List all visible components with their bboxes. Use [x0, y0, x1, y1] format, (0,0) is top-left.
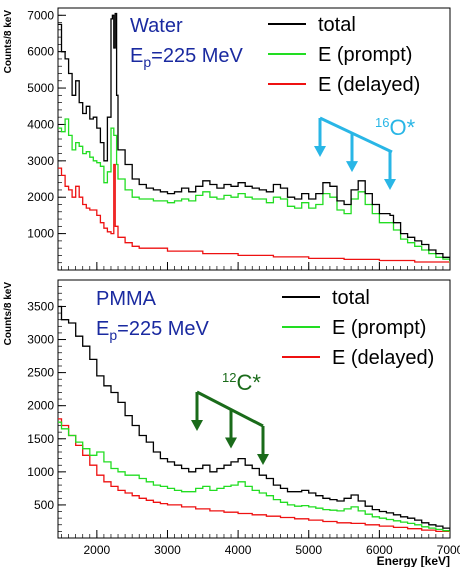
y-tick-label: 3500 — [27, 299, 54, 313]
y-tick-label: 6000 — [27, 45, 54, 59]
annotation-arrowhead — [257, 454, 269, 465]
legend-entry: E (delayed) — [332, 347, 434, 369]
y-tick-label: 1500 — [27, 432, 54, 446]
sample-title: Water — [130, 15, 183, 37]
y-tick-label: 3000 — [27, 154, 54, 168]
y-tick-label: 7000 — [27, 8, 54, 22]
series-line-e-prompt — [58, 421, 450, 533]
series-line-total — [58, 305, 450, 531]
beam-energy-tail: =225 MeV — [117, 318, 209, 340]
annotation-label: 12C* — [222, 370, 261, 395]
series-line-total — [58, 12, 450, 261]
annotation-text: O* — [389, 115, 415, 140]
beam-energy-lead: E — [96, 318, 109, 340]
water-panel: 1000 2000 3000 4000 5000 6000 7000 Counts/8 keV… — [3, 7, 451, 271]
y-tick-label: 2000 — [27, 190, 54, 204]
y-tick-label: 2500 — [27, 366, 54, 380]
annotation-arrowhead — [191, 420, 203, 431]
beam-energy-lead: E — [130, 45, 143, 67]
series-line-e-delayed — [58, 163, 450, 264]
sample-title: PMMA — [96, 288, 157, 310]
plot-frame — [57, 279, 451, 539]
y-axis-label: Counts/8 keV — [3, 282, 14, 346]
x-tick-label: 3000 — [154, 543, 181, 557]
legend-entry: E (delayed) — [318, 74, 420, 96]
series-line-e-delayed — [58, 418, 450, 534]
beam-energy: Ep=225 MeV — [96, 318, 210, 343]
x-tick-label: 4000 — [225, 543, 252, 557]
annotation-arrowhead — [384, 179, 396, 191]
annotation-sup: 16 — [375, 115, 389, 130]
y-tick-label: 500 — [34, 498, 54, 512]
y-axis-label: Counts/8 keV — [3, 10, 14, 74]
legend-entry: total — [332, 287, 370, 309]
beam-energy-sub: p — [109, 327, 117, 343]
y-tick-label: 2000 — [27, 399, 54, 413]
x-tick-label: 5000 — [295, 543, 322, 557]
pmma-panel: 500 1000 1500 2000 2500 3000 3500 2000 3000 4000 5… — [3, 279, 460, 567]
annotation-bar — [196, 390, 264, 428]
y-tick-label: 4000 — [27, 117, 54, 131]
legend-entry: total — [318, 14, 356, 36]
x-tick-label: 6000 — [366, 543, 393, 557]
legend-entry: E (prompt) — [318, 44, 412, 66]
annotation-arrowhead — [314, 146, 326, 157]
y-tick-label: 5000 — [27, 81, 54, 95]
beam-energy: Ep=225 MeV — [130, 45, 244, 70]
beam-energy-sub: p — [143, 54, 151, 70]
legend-entry: E (prompt) — [332, 317, 426, 339]
x-tick-label: 7000 — [437, 543, 460, 557]
y-tick-label: 1000 — [27, 465, 54, 479]
annotation-sup: 12 — [222, 370, 236, 385]
annotation-bar — [319, 116, 393, 154]
series-line-e-prompt — [58, 118, 450, 263]
annotation-arrowhead — [346, 161, 358, 173]
beam-energy-tail: =225 MeV — [151, 45, 243, 67]
annotation-label: 16O* — [375, 115, 416, 140]
annotation-arrowhead — [225, 437, 237, 449]
annotation-text: C* — [236, 370, 261, 395]
y-tick-label: 1000 — [27, 227, 54, 241]
x-tick-label: 2000 — [83, 543, 110, 557]
y-tick-label: 3000 — [27, 333, 54, 347]
x-axis-label: Energy [keV] — [377, 554, 450, 567]
